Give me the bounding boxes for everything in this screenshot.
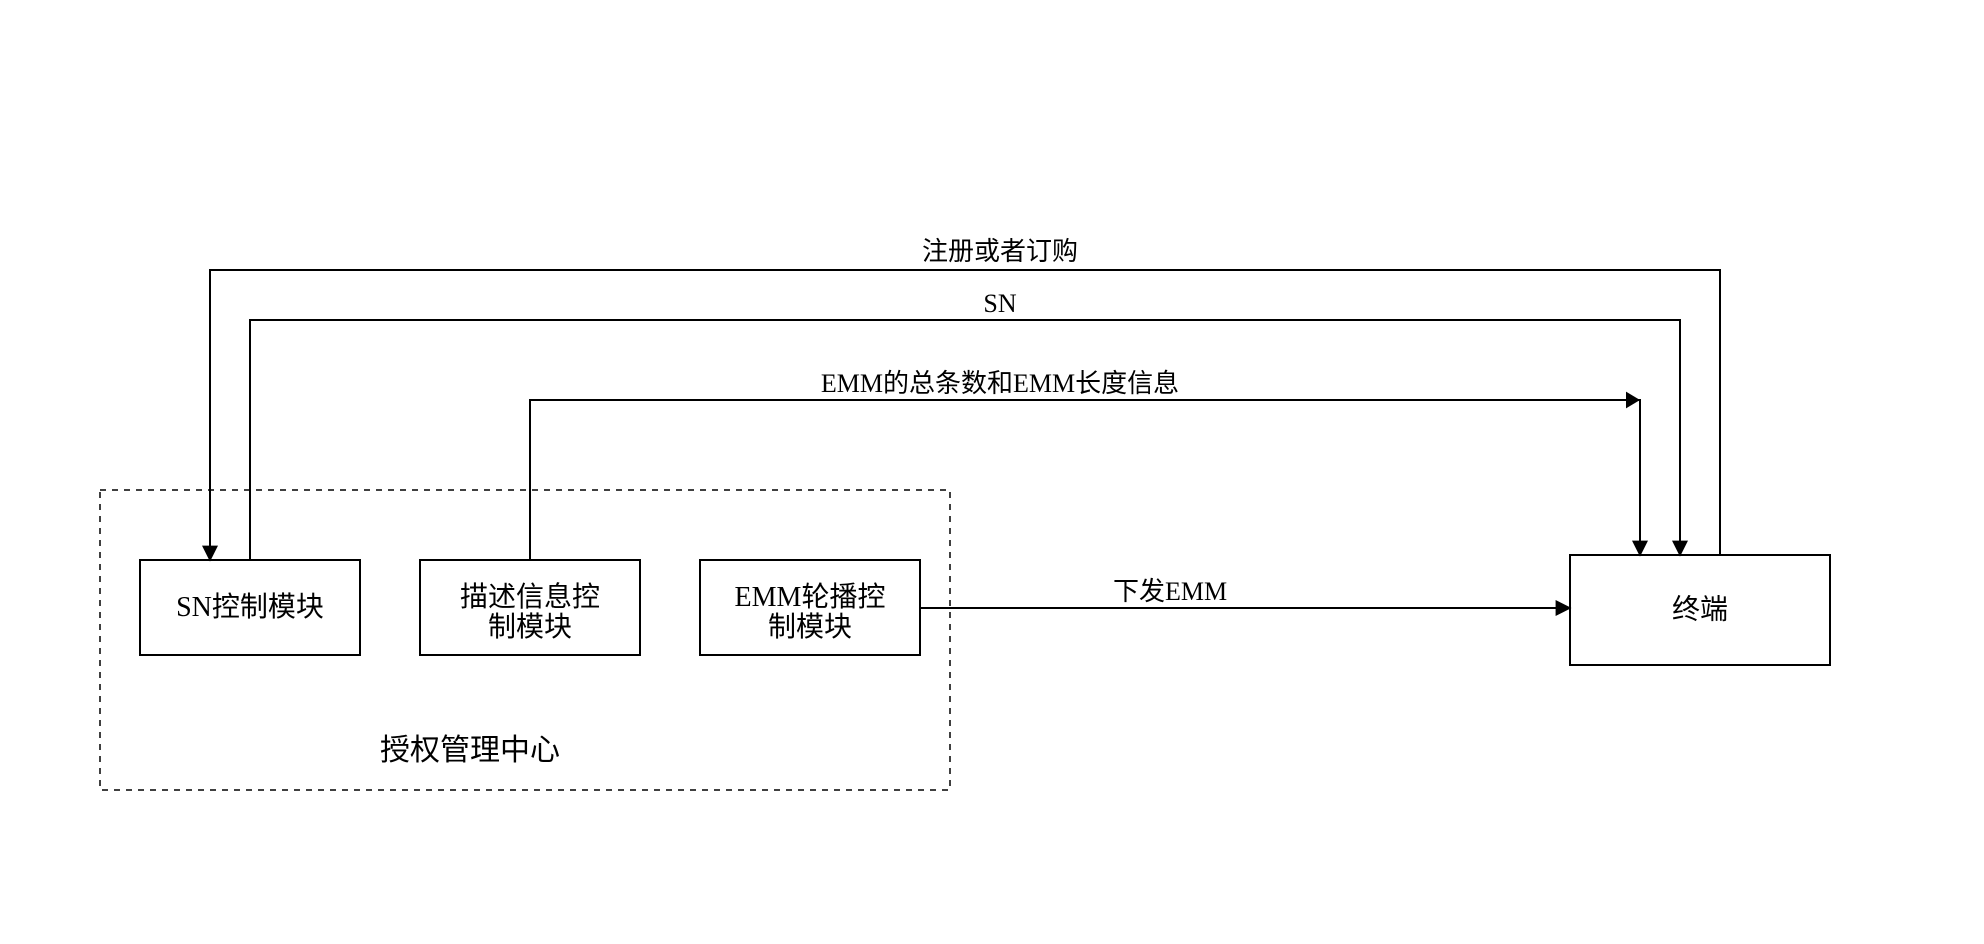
edge-desc-info-arrow-icon (1626, 392, 1640, 409)
edge-register (210, 270, 1720, 560)
emm-broadcast-control-module: EMM轮播控制模块 (700, 560, 920, 655)
diagram-canvas: 授权管理中心 SN控制模块 描述信息控制模块 EMM轮播控制模块 终端 注册或者… (0, 0, 1984, 944)
terminal-node: 终端 (1570, 555, 1830, 665)
sn-control-module: SN控制模块 (140, 560, 360, 655)
edge-sn-return-label: SN (983, 289, 1016, 318)
desc-info-control-module: 描述信息控制模块 (420, 560, 640, 655)
edge-send-emm-label: 下发EMM (1113, 577, 1227, 606)
sn-control-module-label: SN控制模块 (176, 591, 324, 623)
edge-desc-info-label: EMM的总条数和EMM长度信息 (821, 369, 1179, 398)
auth-center-label: 授权管理中心 (380, 734, 560, 767)
terminal-node-label: 终端 (1672, 593, 1728, 625)
edge-desc-info (530, 400, 1640, 560)
edge-register-label: 注册或者订购 (922, 237, 1078, 266)
edge-sn-return (250, 320, 1680, 560)
